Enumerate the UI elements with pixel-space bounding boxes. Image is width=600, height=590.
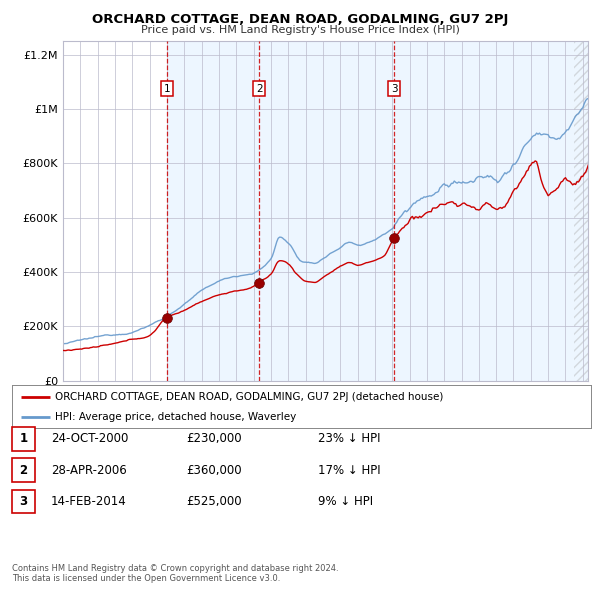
Bar xyxy=(574,41,588,381)
Text: 2: 2 xyxy=(256,84,263,94)
Bar xyxy=(167,41,259,381)
Text: ORCHARD COTTAGE, DEAN ROAD, GODALMING, GU7 2PJ (detached house): ORCHARD COTTAGE, DEAN ROAD, GODALMING, G… xyxy=(55,392,444,402)
Text: 28-APR-2006: 28-APR-2006 xyxy=(51,464,127,477)
Text: 1: 1 xyxy=(19,432,28,445)
Text: ORCHARD COTTAGE, DEAN ROAD, GODALMING, GU7 2PJ: ORCHARD COTTAGE, DEAN ROAD, GODALMING, G… xyxy=(92,13,508,26)
Text: 14-FEB-2014: 14-FEB-2014 xyxy=(51,495,127,508)
Text: 23% ↓ HPI: 23% ↓ HPI xyxy=(318,432,380,445)
Text: £230,000: £230,000 xyxy=(186,432,242,445)
Text: Contains HM Land Registry data © Crown copyright and database right 2024.
This d: Contains HM Land Registry data © Crown c… xyxy=(12,563,338,583)
Text: 3: 3 xyxy=(391,84,398,94)
Text: HPI: Average price, detached house, Waverley: HPI: Average price, detached house, Wave… xyxy=(55,412,296,422)
Bar xyxy=(394,41,588,381)
Text: 9% ↓ HPI: 9% ↓ HPI xyxy=(318,495,373,508)
Bar xyxy=(259,41,394,381)
Text: 3: 3 xyxy=(19,495,28,508)
Text: 1: 1 xyxy=(164,84,170,94)
Text: 24-OCT-2000: 24-OCT-2000 xyxy=(51,432,128,445)
Text: 2: 2 xyxy=(19,464,28,477)
Text: Price paid vs. HM Land Registry's House Price Index (HPI): Price paid vs. HM Land Registry's House … xyxy=(140,25,460,35)
Text: £525,000: £525,000 xyxy=(186,495,242,508)
Text: 17% ↓ HPI: 17% ↓ HPI xyxy=(318,464,380,477)
Text: £360,000: £360,000 xyxy=(186,464,242,477)
